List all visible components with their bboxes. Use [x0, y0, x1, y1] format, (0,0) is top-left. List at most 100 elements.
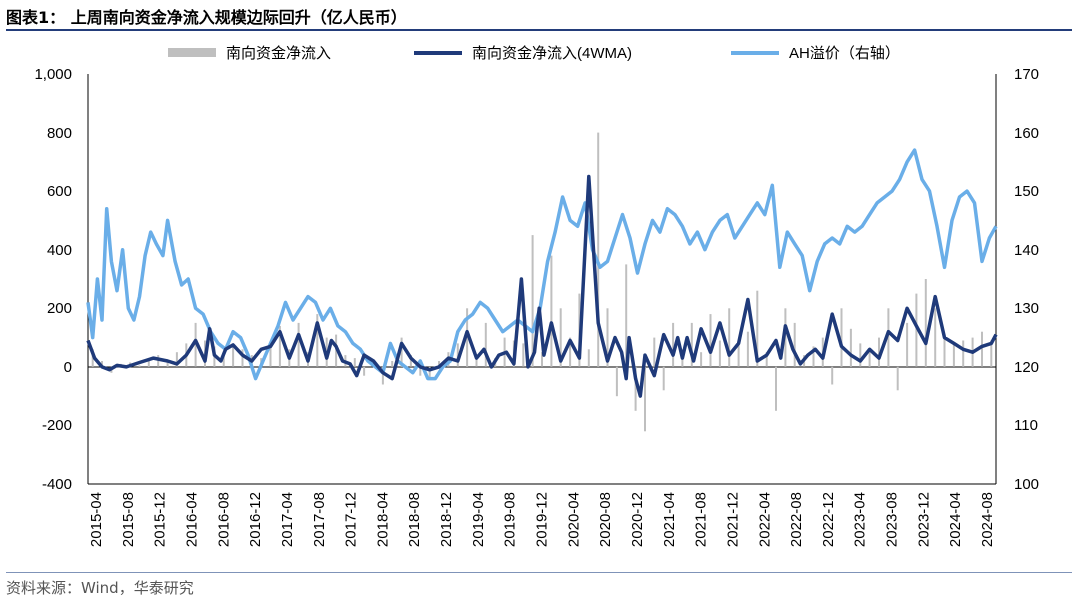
x-tick-label: 2015-08 [120, 492, 137, 547]
bar [662, 366, 665, 391]
bar [147, 358, 150, 367]
bar [569, 337, 572, 367]
bar [653, 337, 656, 367]
bar [232, 343, 235, 367]
source-note: 资料来源：Wind，华泰研究 [6, 579, 194, 597]
x-tick-label: 2021-04 [661, 492, 678, 547]
bar [166, 361, 169, 367]
bar [241, 349, 244, 367]
bar [316, 314, 319, 367]
x-tick-label: 2016-04 [184, 492, 201, 547]
x-tick-label: 2023-08 [884, 492, 901, 547]
bar [924, 279, 927, 367]
bar [625, 264, 628, 367]
bar [400, 337, 403, 367]
bar [709, 314, 712, 367]
bar [550, 255, 553, 367]
y-left-tick: 0 [64, 359, 72, 376]
bar [409, 355, 412, 367]
bar [466, 308, 469, 367]
x-tick-label: 2016-08 [215, 492, 232, 547]
bar [175, 352, 178, 367]
bar [868, 349, 871, 367]
bar [91, 349, 94, 367]
bar [456, 343, 459, 367]
bar [990, 340, 993, 367]
y-right-tick: 140 [1014, 242, 1039, 259]
bar [597, 132, 600, 367]
x-tick-label: 2022-12 [820, 492, 837, 547]
x-tick-label: 2024-08 [979, 492, 996, 547]
legend-item-ah: AH溢价（右轴） [731, 45, 900, 62]
y-right-tick: 120 [1014, 359, 1039, 376]
bar [428, 366, 431, 379]
y-left-tick: 600 [47, 183, 72, 200]
chart-area: 南向资金净流入 南向资金净流入(4WMA) AH溢价（右轴） 1,000 800… [34, 45, 1039, 547]
x-tick-label: 2024-04 [947, 492, 964, 547]
bar [606, 308, 609, 367]
bar [906, 322, 909, 367]
x-tick-label: 2017-04 [279, 492, 296, 547]
bar [634, 366, 637, 411]
y-right-tick: 110 [1014, 417, 1038, 434]
bar [531, 235, 534, 367]
y-right-tick: 130 [1014, 300, 1039, 317]
bar [690, 322, 693, 367]
bar [793, 322, 796, 367]
bar [700, 352, 703, 367]
x-tick-label: 2022-04 [756, 492, 773, 547]
bar [765, 352, 768, 367]
y-right-tick: 100 [1014, 476, 1039, 493]
x-tick-label: 2020-12 [629, 492, 646, 547]
x-tick-label: 2023-12 [915, 492, 932, 547]
bar [475, 355, 478, 367]
x-tick-label: 2022-08 [788, 492, 805, 547]
x-tick-label: 2018-04 [374, 492, 391, 547]
bar [615, 366, 618, 397]
x-tick-label: 2020-08 [597, 492, 614, 547]
bar [419, 366, 422, 376]
bar [962, 340, 965, 367]
chart-title: 图表1： 上周南向资金净流入规模边际回升（亿人民币） [6, 8, 407, 27]
bar [840, 308, 843, 367]
bar [756, 290, 759, 367]
bar [737, 343, 740, 367]
x-tick-label: 2023-04 [852, 492, 869, 547]
bar [278, 325, 281, 367]
bar [943, 337, 946, 367]
y-left-tick: 1,000 [34, 66, 72, 83]
bar [775, 366, 777, 411]
bar [812, 346, 815, 367]
bar [484, 322, 487, 367]
legend-label-bars: 南向资金净流入 [226, 45, 331, 62]
bar [194, 322, 197, 367]
legend-label-wma: 南向资金净流入(4WMA) [472, 45, 632, 62]
bar [746, 331, 749, 367]
bar [859, 343, 862, 367]
x-tick-label: 2018-12 [438, 492, 455, 547]
x-tick-label: 2016-12 [247, 492, 264, 547]
bar-series [91, 132, 993, 432]
y-right-ticks: 170 160 150 140 130 120 110 100 [1014, 66, 1039, 493]
bar [157, 355, 160, 367]
bar [934, 308, 937, 367]
bar [391, 361, 394, 367]
bar [981, 331, 983, 367]
legend-item-bars: 南向资金净流入 [168, 45, 331, 62]
x-tick-label: 2020-04 [565, 492, 582, 547]
x-tick-label: 2019-08 [502, 492, 519, 547]
bar [952, 343, 955, 367]
bar [353, 358, 356, 367]
bar [269, 343, 272, 367]
bar [438, 361, 440, 367]
bar [887, 308, 890, 367]
wma-series [86, 174, 998, 398]
x-tick-label: 2015-12 [152, 492, 169, 547]
x-axis-ticks: 2015-04 2015-08 2015-12 2016-04 2016-08 2016-… [88, 492, 996, 547]
x-tick-label: 2017-08 [311, 492, 328, 547]
bar [587, 349, 590, 367]
footer-rule [6, 572, 1072, 573]
bar [878, 337, 880, 367]
bar [559, 308, 562, 367]
bar [138, 365, 141, 367]
